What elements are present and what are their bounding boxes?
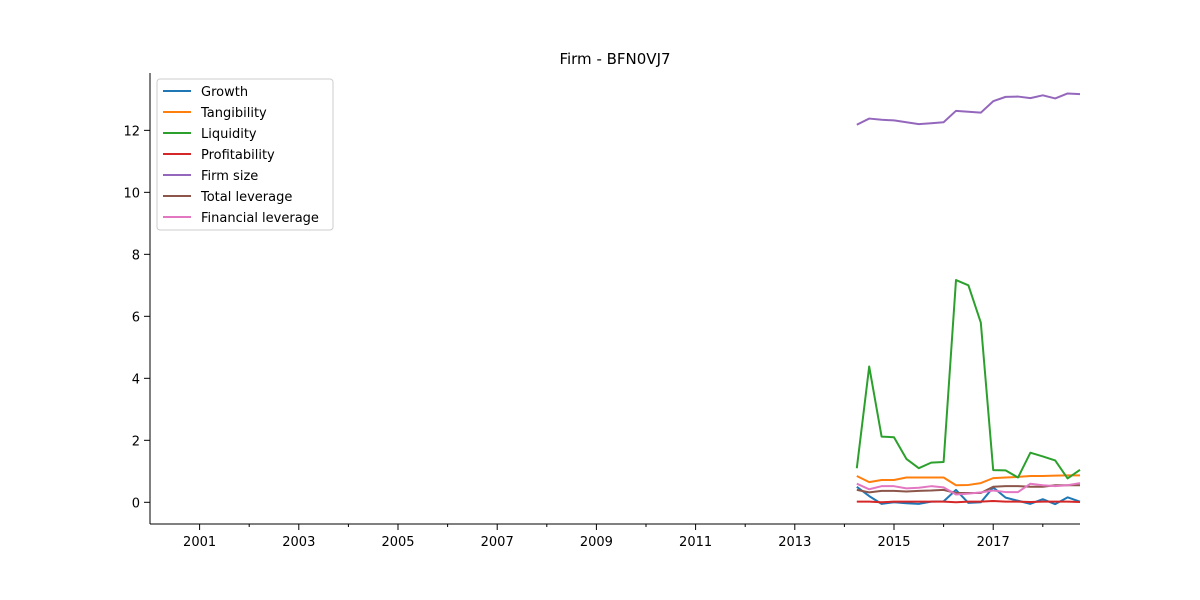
x-tick-label: 2007 <box>481 535 514 550</box>
legend-item: Total leverage <box>163 190 292 205</box>
y-tick-label: 10 <box>123 186 140 201</box>
legend-item: Profitability <box>163 148 275 163</box>
y-tick-label: 12 <box>123 124 140 139</box>
legend-item: Liquidity <box>163 127 257 142</box>
series-line-liquidity <box>855 279 1081 480</box>
legend-item: Firm size <box>163 169 258 184</box>
series-line-financial-leverage <box>856 482 1081 496</box>
y-tick-label: 6 <box>132 310 140 325</box>
y-tick-label: 8 <box>132 248 140 263</box>
series-line-profitability <box>856 500 1081 504</box>
y-tick-label: 0 <box>132 496 140 511</box>
legend-label: Total leverage <box>200 190 292 205</box>
chart-title: Firm - BFN0VJ7 <box>559 50 670 68</box>
legend-label: Firm size <box>201 169 258 184</box>
x-tick-label: 2015 <box>877 535 910 550</box>
x-tick-label: 2003 <box>282 535 315 550</box>
series-line-firm-size <box>856 92 1081 126</box>
legend-frame <box>156 78 334 231</box>
legend-label: Growth <box>201 85 248 100</box>
x-tick-label: 2013 <box>778 535 811 550</box>
x-axis-ticks: 2001 2003 2005 2007 2009 2011 2013 2015 2017 <box>183 524 1044 550</box>
x-tick-label: 2009 <box>580 535 613 550</box>
legend-label: Liquidity <box>201 127 257 142</box>
x-tick-label: 2001 <box>183 535 216 550</box>
series-line-tangibility <box>856 474 1080 487</box>
y-axis-ticks: 0 2 4 6 8 10 12 <box>123 124 150 511</box>
legend-label: Profitability <box>201 148 275 163</box>
x-tick-label: 2005 <box>381 535 414 550</box>
x-tick-label: 2017 <box>977 535 1010 550</box>
legend-label: Tangibility <box>200 106 267 121</box>
legend-item: Financial leverage <box>163 211 319 226</box>
x-tick-label: 2011 <box>679 535 712 550</box>
y-tick-label: 2 <box>132 434 140 449</box>
plot-lines <box>855 92 1081 506</box>
legend-item: Tangibility <box>163 106 267 121</box>
legend-item: Growth <box>163 85 248 100</box>
y-tick-label: 4 <box>132 372 140 387</box>
legend-label: Financial leverage <box>201 211 319 226</box>
legend: Growth Tangibility Liquidity Profitability F… <box>156 78 334 231</box>
